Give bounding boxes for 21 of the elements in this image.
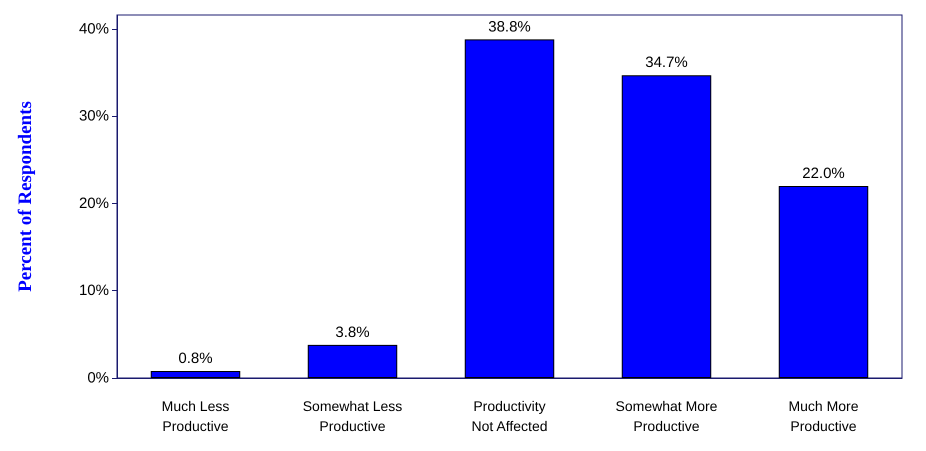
bar [622,75,712,378]
bar [308,344,398,378]
y-tick-label: 10% [78,282,109,300]
data-label: 0.8% [178,350,213,368]
data-label: 34.7% [645,54,688,72]
y-tick-label: 20% [78,194,109,212]
data-label: 3.8% [335,324,370,341]
bar [778,186,868,378]
data-label: 22.0% [802,165,845,182]
y-tick-label: 30% [78,108,109,125]
data-label: 38.8% [488,18,531,36]
x-tick-label: Somewhat Less Productive [302,398,402,434]
y-tick-label: 0% [87,370,109,386]
x-tick-label: Much Less Productive [162,398,230,434]
x-tick-label: Much More Productive [788,398,859,434]
x-tick-label: Somewhat More Productive [616,398,718,434]
y-axis-title: Percent of Respondents [15,101,36,292]
bar [464,39,554,378]
bar [150,371,240,378]
x-tick-label: Productivity Not Affected [471,398,548,434]
y-tick-label: 40% [78,20,109,38]
